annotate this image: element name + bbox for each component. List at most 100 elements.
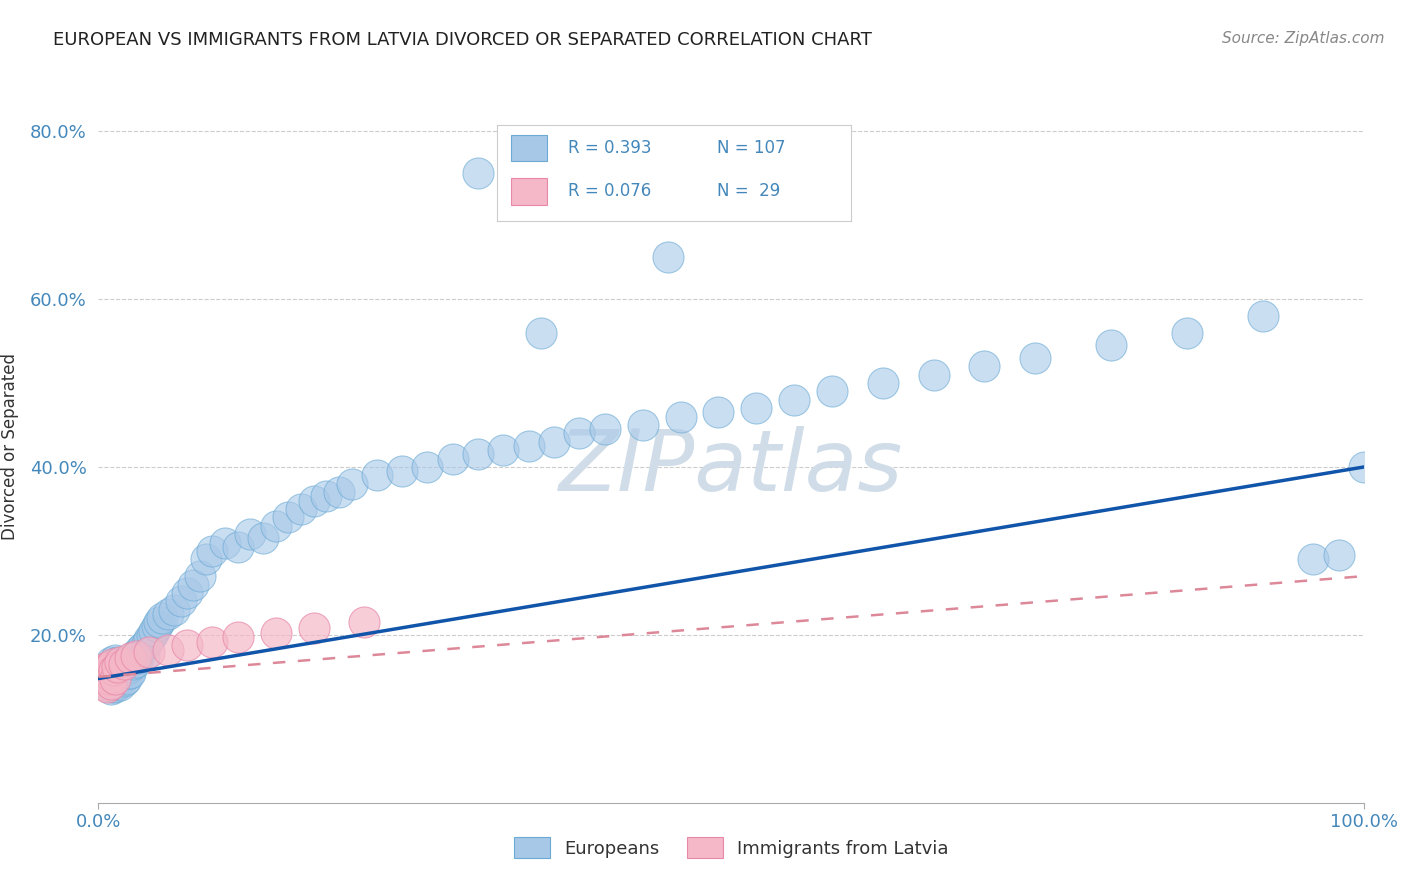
Point bbox=[302, 621, 325, 635]
Point bbox=[157, 643, 180, 657]
Point bbox=[103, 657, 125, 672]
Point bbox=[125, 655, 148, 669]
Point bbox=[103, 676, 125, 690]
Point bbox=[125, 648, 148, 663]
Point bbox=[416, 460, 439, 475]
Point bbox=[657, 250, 679, 264]
Point bbox=[97, 668, 120, 682]
Point bbox=[138, 632, 160, 646]
Point bbox=[973, 359, 995, 374]
Point bbox=[93, 678, 117, 692]
Point bbox=[104, 653, 127, 667]
Point bbox=[669, 409, 692, 424]
Point bbox=[340, 476, 363, 491]
Point bbox=[108, 678, 131, 692]
Point bbox=[100, 670, 122, 684]
Point bbox=[135, 636, 157, 650]
Point bbox=[315, 489, 337, 503]
Point bbox=[328, 485, 350, 500]
Point bbox=[120, 653, 142, 667]
Point bbox=[872, 376, 894, 390]
Point bbox=[467, 447, 489, 461]
Point bbox=[107, 668, 129, 682]
Point bbox=[720, 191, 742, 205]
Point bbox=[530, 326, 553, 340]
Point bbox=[176, 586, 198, 600]
Point bbox=[100, 660, 122, 674]
Point bbox=[631, 417, 654, 432]
Point bbox=[101, 657, 124, 672]
Point bbox=[93, 665, 117, 680]
Point bbox=[922, 368, 945, 382]
Point bbox=[100, 676, 122, 690]
Point bbox=[122, 648, 145, 663]
Point bbox=[97, 660, 120, 674]
Point bbox=[353, 615, 375, 630]
Point bbox=[128, 646, 150, 660]
Point bbox=[1251, 309, 1274, 323]
Point bbox=[96, 663, 118, 677]
Point bbox=[107, 676, 129, 690]
Point bbox=[105, 674, 128, 689]
Point bbox=[1024, 351, 1046, 365]
Point bbox=[112, 657, 135, 672]
Y-axis label: Divorced or Separated: Divorced or Separated bbox=[0, 352, 18, 540]
Point bbox=[96, 661, 118, 675]
Text: EUROPEAN VS IMMIGRANTS FROM LATVIA DIVORCED OR SEPARATED CORRELATION CHART: EUROPEAN VS IMMIGRANTS FROM LATVIA DIVOR… bbox=[53, 31, 872, 49]
Legend: Europeans, Immigrants from Latvia: Europeans, Immigrants from Latvia bbox=[513, 838, 949, 858]
Point bbox=[593, 422, 616, 436]
Point bbox=[103, 663, 125, 677]
Point bbox=[127, 651, 149, 665]
Point bbox=[101, 680, 124, 694]
Point bbox=[97, 674, 120, 689]
Point bbox=[103, 672, 125, 686]
Point bbox=[783, 392, 806, 407]
Point bbox=[132, 648, 155, 663]
Point bbox=[100, 670, 122, 684]
Point bbox=[108, 655, 131, 669]
Point bbox=[112, 674, 135, 689]
Point bbox=[148, 615, 170, 630]
Point bbox=[112, 668, 135, 682]
Point bbox=[264, 518, 287, 533]
Point bbox=[391, 464, 413, 478]
Point bbox=[107, 655, 129, 669]
Point bbox=[105, 663, 128, 677]
Point bbox=[517, 439, 540, 453]
Point bbox=[138, 645, 160, 659]
Point bbox=[821, 384, 844, 399]
Point bbox=[707, 405, 730, 419]
Point bbox=[1175, 326, 1198, 340]
Point bbox=[107, 661, 129, 675]
Point bbox=[176, 638, 198, 652]
Point bbox=[98, 665, 121, 680]
Point bbox=[183, 577, 205, 591]
Point bbox=[104, 680, 127, 694]
Point bbox=[114, 660, 136, 674]
Point bbox=[91, 665, 114, 680]
Point bbox=[94, 668, 117, 682]
Point bbox=[201, 634, 224, 648]
Point bbox=[115, 672, 138, 686]
Point bbox=[100, 682, 122, 697]
Point bbox=[366, 468, 388, 483]
Point bbox=[1302, 552, 1324, 566]
Point bbox=[141, 628, 163, 642]
Point bbox=[108, 665, 131, 680]
Point bbox=[111, 665, 134, 680]
Point bbox=[132, 640, 155, 655]
Point bbox=[290, 502, 312, 516]
Point bbox=[150, 611, 173, 625]
Point bbox=[214, 535, 236, 549]
Point bbox=[94, 672, 117, 686]
Point bbox=[1353, 460, 1375, 475]
Point bbox=[264, 626, 287, 640]
Point bbox=[93, 674, 115, 689]
Point bbox=[120, 651, 141, 665]
Point bbox=[97, 672, 120, 686]
Point bbox=[1327, 548, 1350, 562]
Point bbox=[98, 678, 121, 692]
Point bbox=[104, 672, 127, 686]
Point bbox=[226, 630, 249, 644]
Point bbox=[226, 540, 249, 554]
